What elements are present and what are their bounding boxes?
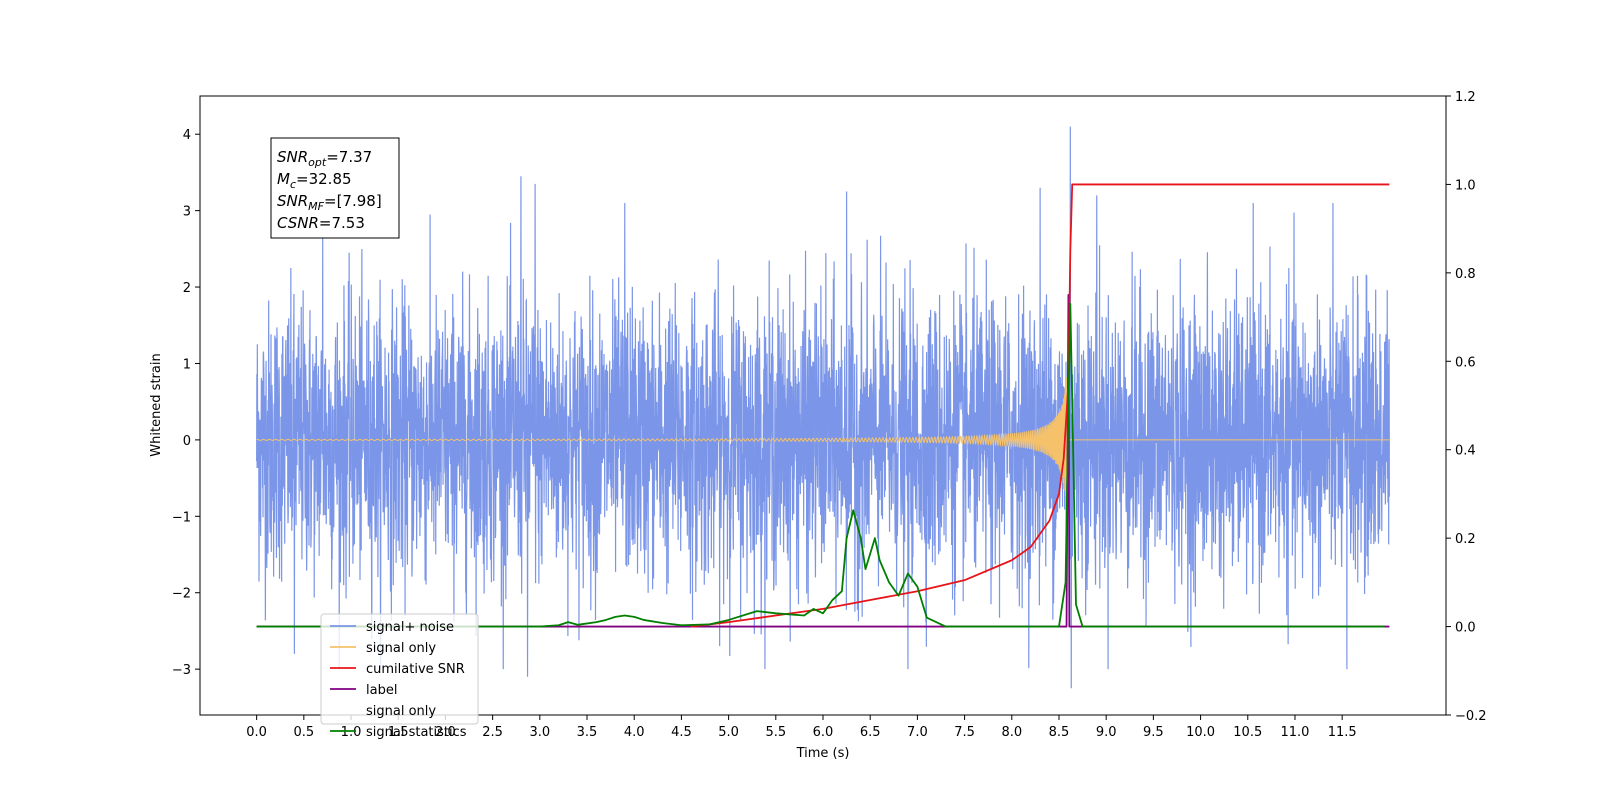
y-axis-label: Whitened strain — [149, 353, 164, 456]
x-tick-label: 7.0 — [907, 725, 928, 740]
y-right-tick-label: 0.0 — [1455, 621, 1476, 636]
plot-area — [256, 126, 1390, 689]
x-tick-label: 10.5 — [1233, 725, 1262, 740]
x-tick-label: 11.5 — [1328, 725, 1357, 740]
legend-label: signal statistics — [366, 725, 467, 740]
legend-label: label — [366, 683, 397, 698]
y-left-tick-label: 4 — [183, 128, 191, 143]
legend-label: cumilative SNR — [366, 662, 465, 677]
x-tick-label: 0.0 — [246, 725, 267, 740]
y-left-tick-label: 0 — [183, 434, 191, 449]
series-line-signal-noise — [256, 126, 1390, 689]
legend-label: signal only — [366, 641, 436, 656]
x-tick-label: 6.0 — [813, 725, 834, 740]
x-tick-label: 9.0 — [1096, 725, 1117, 740]
y-right-tick-label: −0.2 — [1455, 709, 1487, 724]
legend-label: signal only — [366, 704, 436, 719]
x-tick-label: 0.5 — [293, 725, 314, 740]
y-right-tick-label: 0.2 — [1455, 532, 1476, 547]
y-left-tick-label: −2 — [172, 587, 191, 602]
annotation-box — [270, 137, 400, 239]
y-left-tick-label: 2 — [183, 281, 191, 296]
y-left-tick-label: 3 — [183, 205, 191, 220]
y-right-tick-label: 0.6 — [1455, 355, 1476, 370]
series-line-signal-only — [256, 372, 1390, 509]
series-line-signal-statistics — [256, 302, 1385, 628]
x-tick-label: 5.0 — [718, 725, 739, 740]
x-tick-label: 7.5 — [954, 725, 975, 740]
y-axis-left: −3 −2 −1 0 1 2 3 4 — [172, 128, 200, 678]
x-tick-label: 4.0 — [624, 725, 645, 740]
y-right-tick-label: 0.8 — [1455, 267, 1476, 282]
annotation-line: Mc=32.85 — [277, 170, 352, 191]
x-axis-label: Time (s) — [796, 746, 850, 761]
legend-box — [320, 613, 479, 725]
x-tick-label: 11.0 — [1280, 725, 1309, 740]
x-tick-label: 3.5 — [577, 725, 598, 740]
legend-label: signal+ noise — [366, 620, 454, 635]
x-tick-label: 9.5 — [1143, 725, 1164, 740]
x-tick-label: 4.5 — [671, 725, 692, 740]
y-axis-right: −0.2 0.0 0.2 0.4 0.6 0.8 1.0 1.2 — [1446, 90, 1487, 724]
x-tick-label: 2.0 — [435, 725, 456, 740]
x-tick-label: 1.0 — [341, 725, 362, 740]
legend: signal+ noise signal only cumilative SNR la… — [320, 613, 479, 740]
x-tick-label: 5.5 — [765, 725, 786, 740]
annotation-line: SNRMF=[7.98] — [277, 192, 382, 213]
annotation-line: SNRopt=7.37 — [277, 148, 372, 169]
x-tick-label: 1.5 — [388, 725, 409, 740]
y-left-tick-label: −1 — [172, 510, 191, 525]
y-right-tick-label: 1.2 — [1455, 90, 1476, 105]
x-tick-label: 10.0 — [1186, 725, 1215, 740]
x-tick-label: 2.5 — [482, 725, 503, 740]
x-tick-label: 6.5 — [860, 725, 881, 740]
x-tick-label: 8.5 — [1049, 725, 1070, 740]
y-right-tick-label: 0.4 — [1455, 444, 1476, 459]
y-left-tick-label: −3 — [172, 663, 191, 678]
x-tick-label: 3.0 — [529, 725, 550, 740]
x-axis: 0.0 0.5 1.0 1.5 2.0 2.5 3.0 3.5 4.0 4.5 5.0 5.5 6.0 6… — [246, 715, 1357, 740]
annotation-line: CSNR=7.53 — [277, 214, 365, 232]
x-tick-label: 8.0 — [1001, 725, 1022, 740]
y-right-tick-label: 1.0 — [1455, 178, 1476, 193]
y-left-tick-label: 1 — [183, 357, 191, 372]
